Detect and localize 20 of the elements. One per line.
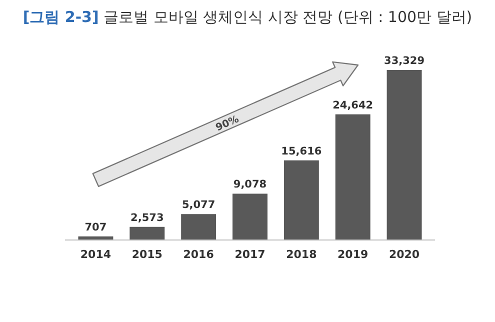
bar bbox=[335, 114, 370, 240]
data-label: 33,329 bbox=[384, 55, 425, 67]
bar bbox=[181, 214, 216, 240]
x-tick-label: 2018 bbox=[286, 248, 317, 261]
x-tick-label: 2015 bbox=[132, 248, 162, 261]
x-tick-label: 2017 bbox=[234, 248, 266, 261]
x-tick-label: 2016 bbox=[183, 248, 214, 261]
x-tick-label: 2020 bbox=[388, 248, 420, 261]
bar bbox=[284, 160, 319, 240]
annotation: 90% bbox=[214, 114, 241, 134]
bar bbox=[232, 194, 268, 240]
x-tick-label: 2019 bbox=[338, 248, 368, 261]
data-label: 5,077 bbox=[182, 199, 216, 212]
bar bbox=[386, 70, 422, 240]
x-tick-label: 2014 bbox=[80, 248, 112, 261]
data-label: 707 bbox=[84, 221, 107, 234]
bar bbox=[130, 226, 165, 240]
data-label: 2,573 bbox=[130, 212, 164, 224]
chart-title: [그림 2-3] 글로벌 모바일 생체인식 시장 전망 (단위 : 100만 달러) bbox=[22, 7, 474, 28]
data-label: 15,616 bbox=[281, 145, 322, 158]
